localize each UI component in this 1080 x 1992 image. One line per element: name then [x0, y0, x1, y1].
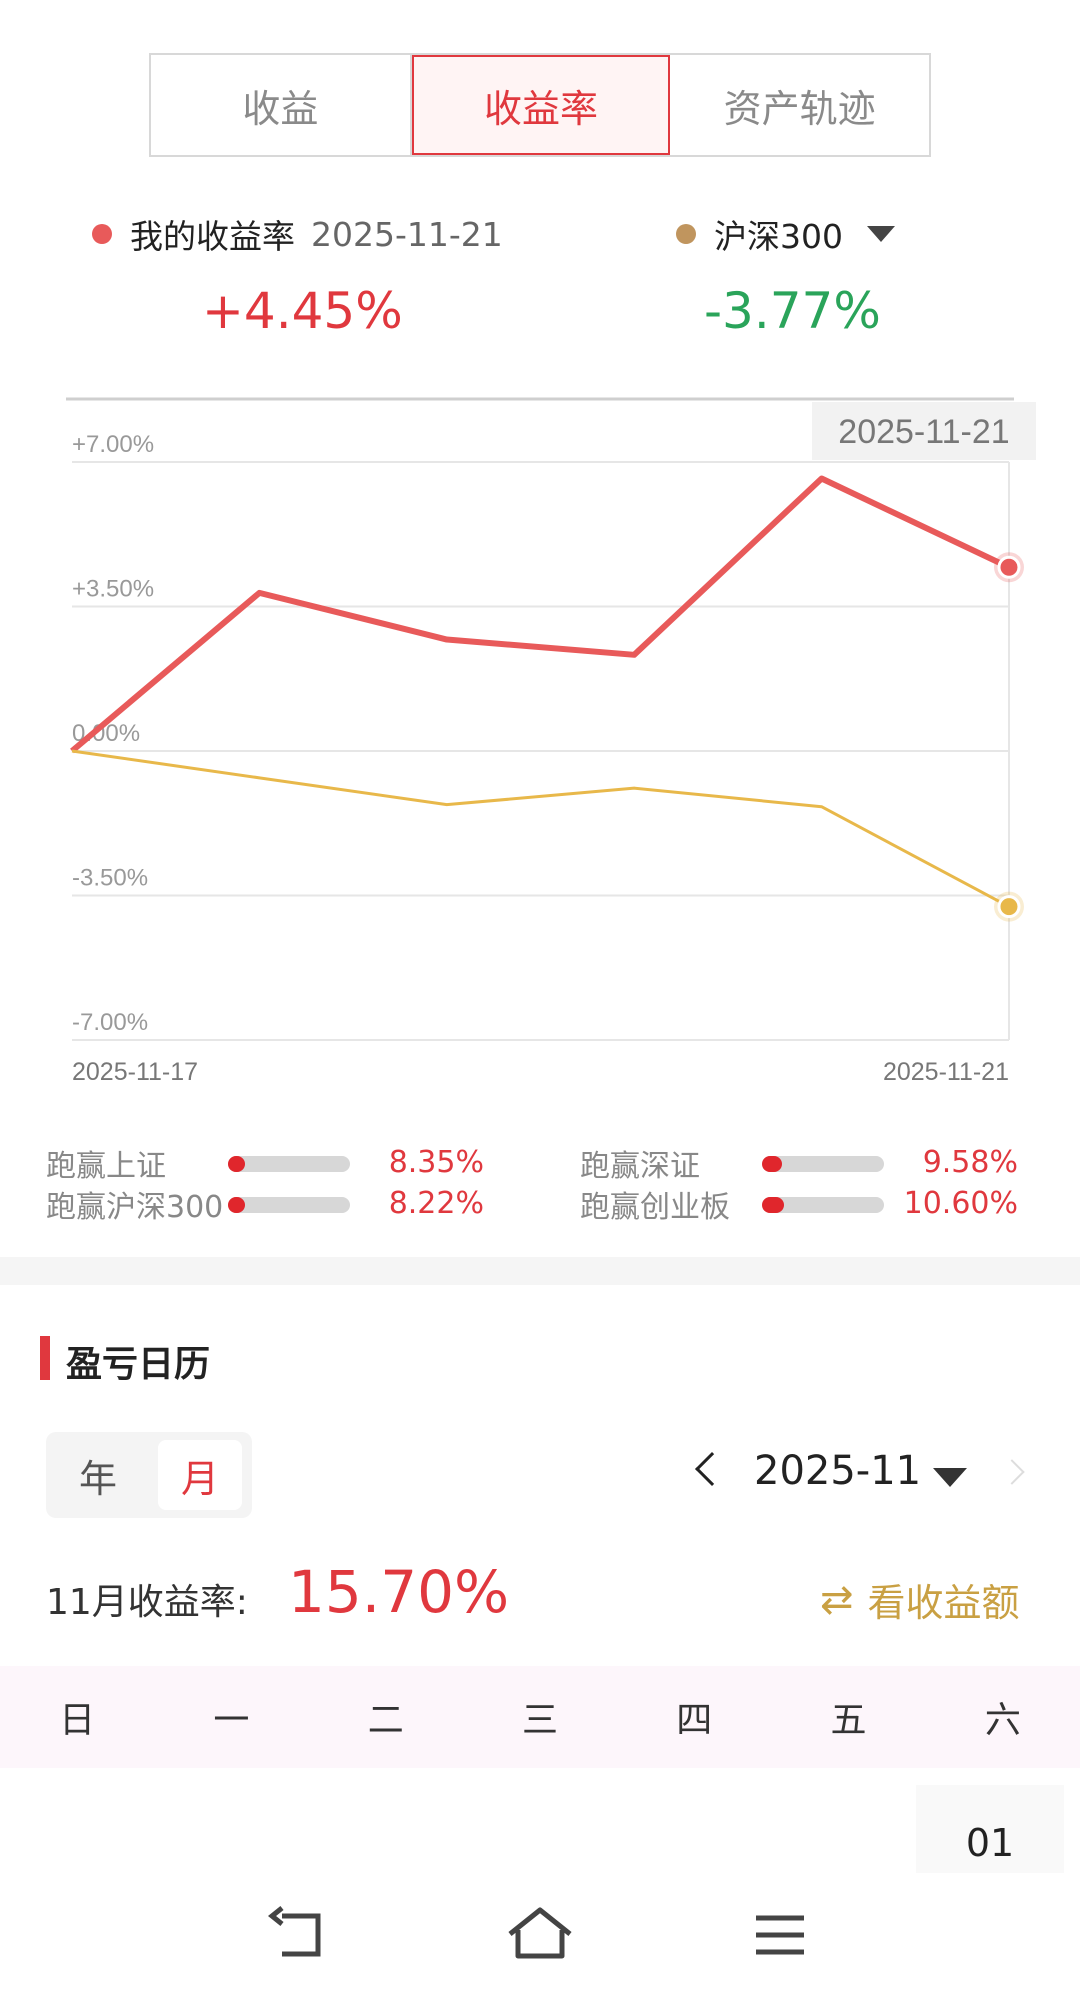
legend-benchmark[interactable]: 沪深300	[676, 210, 895, 258]
stat-label: 跑赢创业板	[580, 1190, 730, 1225]
weekday-thu: 四	[676, 1700, 713, 1741]
mine-return-value: +4.45%	[202, 282, 403, 340]
stat-label: 跑赢深证	[580, 1149, 700, 1184]
stat-value: 8.22%	[388, 1186, 484, 1221]
stat-label: 跑赢沪深300	[46, 1190, 224, 1225]
stat-bar	[762, 1156, 884, 1172]
return-line-chart[interactable]: +7.00%+3.50%0.00%-3.50%-7.00% 2025-11-21…	[0, 390, 1080, 1100]
menu-icon[interactable]	[740, 1900, 820, 1970]
legend-mine: 我的收益率 2025-11-21	[92, 210, 503, 258]
weekday-sun: 日	[59, 1700, 96, 1741]
stat-bar-fill	[228, 1197, 246, 1213]
weekday-header: 日 一 二 三 四 五 六	[0, 1666, 1080, 1768]
section-accent-bar	[40, 1336, 50, 1380]
x-end-label: 2025-11-21	[883, 1058, 1009, 1086]
month-return-value: 15.70%	[288, 1558, 510, 1626]
mine-date: 2025-11-21	[311, 214, 503, 254]
toggle-year[interactable]: 年	[78, 1456, 117, 1501]
month-selector[interactable]: 2025-11	[754, 1448, 922, 1494]
month-return-label: 11月收益率:	[46, 1582, 248, 1623]
tab-return-rate[interactable]: 收益率	[411, 55, 671, 155]
section-title: 盈亏日历	[66, 1344, 211, 1385]
view-amount-label: 看收益额	[867, 1581, 1020, 1625]
stat-bar	[762, 1197, 884, 1213]
section-divider	[0, 1257, 1080, 1285]
y-tick-label: -7.00%	[72, 1009, 148, 1036]
benchmark-label[interactable]: 沪深300	[714, 217, 843, 256]
y-tick-label: -3.50%	[72, 865, 148, 892]
swap-icon: ⇄	[820, 1576, 854, 1623]
dropdown-triangle-icon[interactable]	[867, 226, 895, 242]
x-start-label: 2025-11-17	[72, 1058, 198, 1086]
stat-label: 跑赢上证	[46, 1149, 166, 1184]
tooltip-date: 2025-11-21	[838, 413, 1009, 451]
benchmark-dot-icon	[676, 224, 696, 244]
year-month-toggle: 年 月	[46, 1432, 252, 1518]
stat-bar-fill	[762, 1156, 782, 1172]
series-line	[70, 475, 1011, 754]
stat-beat-sse: 跑赢上证	[46, 1143, 166, 1184]
tab-asset-trajectory[interactable]: 资产轨迹	[723, 86, 876, 131]
tab-bar: 收益 收益率 资产轨迹	[149, 53, 931, 157]
weekday-mon: 一	[213, 1700, 250, 1741]
mine-label: 我的收益率	[130, 217, 295, 256]
benchmark-return-value: -3.77%	[704, 282, 881, 340]
calendar-day-cell[interactable]: 01	[916, 1785, 1064, 1873]
tab-earnings[interactable]: 收益	[151, 55, 412, 155]
y-tick-label: +7.00%	[72, 431, 154, 458]
chevron-right-icon[interactable]	[999, 1459, 1025, 1485]
home-icon[interactable]	[500, 1900, 580, 1970]
view-amount-button[interactable]: ⇄ 看收益额	[820, 1572, 1020, 1627]
stat-beat-szse: 跑赢深证	[580, 1143, 700, 1184]
weekday-tue: 二	[367, 1700, 404, 1741]
y-tick-label: +3.50%	[72, 576, 154, 603]
stat-bar	[228, 1156, 350, 1172]
endpoint-marker	[997, 555, 1021, 579]
tooltip-date-bg	[812, 402, 1036, 460]
stat-beat-chinext: 跑赢创业板	[580, 1184, 730, 1225]
stat-value: 9.58%	[922, 1145, 1018, 1180]
stat-bar-fill	[228, 1156, 246, 1172]
toggle-month[interactable]: 月	[158, 1440, 242, 1510]
weekday-fri: 五	[830, 1700, 867, 1741]
chevron-left-icon[interactable]	[695, 1452, 729, 1486]
weekday-sat: 六	[984, 1700, 1021, 1741]
stat-bar	[228, 1197, 350, 1213]
series-line	[71, 749, 1010, 908]
stat-bar-fill	[762, 1197, 784, 1213]
mine-dot-icon	[92, 224, 112, 244]
stat-beat-csi300: 跑赢沪深300	[46, 1184, 224, 1225]
weekday-wed: 三	[521, 1700, 558, 1741]
stat-value: 10.60%	[903, 1186, 1018, 1221]
dropdown-triangle-icon[interactable]	[933, 1468, 967, 1487]
stat-value: 8.35%	[388, 1145, 484, 1180]
endpoint-marker	[997, 895, 1021, 919]
system-nav-bar	[0, 1880, 1080, 1992]
back-icon[interactable]	[260, 1900, 340, 1970]
